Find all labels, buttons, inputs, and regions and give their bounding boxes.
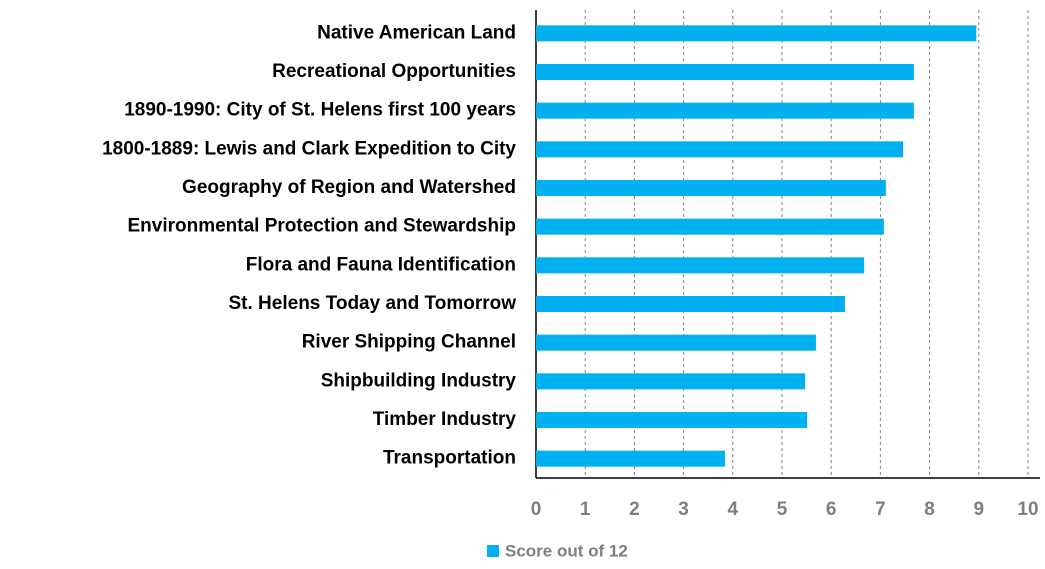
bar	[536, 141, 904, 158]
y-tick-label: Shipbuilding Industry	[321, 370, 517, 391]
x-tick-label: 5	[777, 499, 788, 520]
x-tick-label: 6	[826, 499, 837, 520]
bar	[536, 25, 977, 42]
bar	[536, 102, 914, 119]
bar	[536, 450, 725, 467]
bar	[536, 296, 845, 312]
legend-swatch	[487, 545, 499, 557]
bar	[536, 180, 886, 196]
y-tick-label: Native American Land	[317, 22, 516, 43]
y-tick-label: Environmental Protection and Stewardship	[127, 216, 516, 237]
y-tick-label: Recreational Opportunities	[272, 61, 516, 82]
y-tick-label: Geography of Region and Watershed	[182, 177, 516, 198]
x-tick-label: 8	[924, 499, 935, 520]
y-tick-label: River Shipping Channel	[302, 332, 516, 353]
x-tick-label: 0	[531, 499, 542, 520]
x-tick-label: 7	[875, 499, 886, 520]
y-tick-label: 1800-1889: Lewis and Clark Expedition to…	[102, 138, 516, 159]
y-tick-label: 1890-1990: City of St. Helens first 100 …	[124, 100, 516, 121]
x-tick-label: 1	[580, 499, 591, 520]
y-tick-label: Timber Industry	[373, 409, 517, 430]
bar	[536, 257, 865, 274]
x-tick-label: 4	[728, 499, 739, 520]
legend-label: Score out of 12	[505, 541, 628, 560]
x-tick-label: 9	[974, 499, 985, 520]
bar	[536, 334, 816, 351]
y-tick-label: Flora and Fauna Identification	[246, 254, 516, 275]
x-tick-label: 10	[1017, 499, 1038, 520]
bar	[536, 412, 808, 428]
bar	[536, 218, 884, 235]
y-tick-label: St. Helens Today and Tomorrow	[229, 293, 517, 314]
x-tick-label: 2	[629, 499, 640, 520]
bar	[536, 373, 806, 390]
y-tick-label: Transportation	[383, 448, 516, 469]
x-tick-label: 3	[678, 499, 689, 520]
bar	[536, 64, 914, 80]
